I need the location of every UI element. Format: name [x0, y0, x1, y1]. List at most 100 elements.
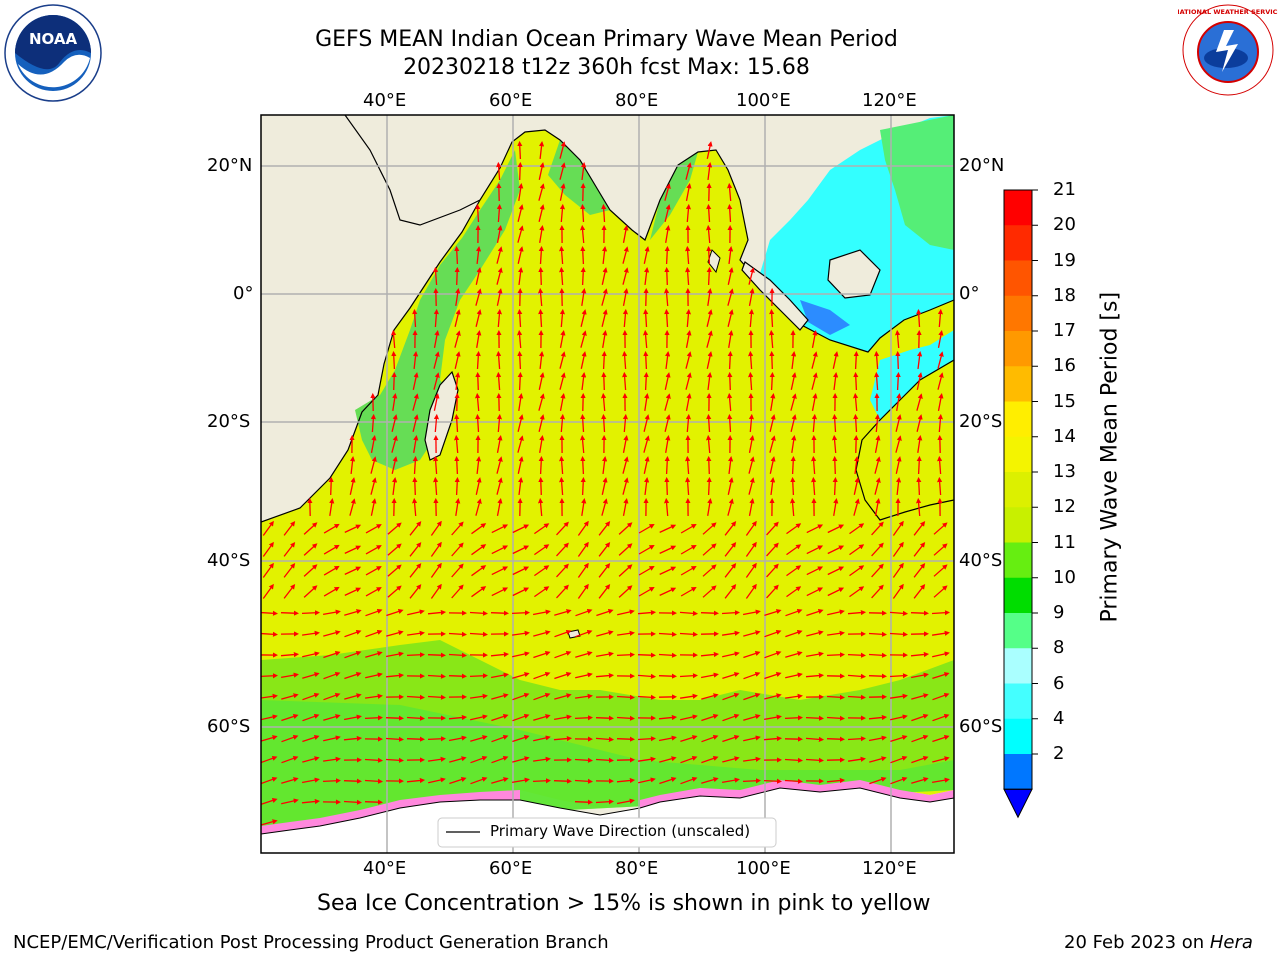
wave-arrow — [412, 351, 419, 369]
wave-arrow — [889, 673, 909, 679]
wave-arrow — [601, 288, 608, 306]
wave-arrow — [344, 609, 362, 616]
wave-arrow — [533, 630, 551, 637]
wave-arrow — [722, 713, 740, 722]
wave-arrow — [786, 523, 802, 535]
wave-arrow — [664, 455, 670, 475]
wave-arrow — [595, 757, 615, 763]
wave-arrow — [769, 435, 776, 453]
wave-arrow — [470, 776, 488, 785]
wave-arrow — [365, 672, 383, 679]
wave-arrow — [742, 609, 761, 616]
wave-arrow — [644, 393, 650, 411]
wave-arrow — [727, 498, 734, 516]
wave-arrow — [512, 756, 530, 763]
wave-arrow — [854, 456, 860, 474]
wave-arrow — [387, 543, 402, 556]
colorbar-tick-label: 13 — [1053, 461, 1076, 482]
wave-arrow — [721, 777, 740, 784]
wave-arrow — [868, 652, 888, 658]
wave-arrow — [262, 583, 274, 599]
wave-arrow — [364, 778, 384, 784]
wave-arrow — [868, 673, 888, 679]
wave-arrow — [559, 351, 566, 369]
wave-arrow — [559, 245, 565, 265]
wave-arrow — [664, 183, 671, 201]
wave-arrow — [849, 565, 865, 577]
wave-arrow — [680, 523, 697, 534]
colorbar-tick-label: 15 — [1053, 390, 1076, 412]
wave-arrow — [910, 672, 929, 679]
wave-arrow — [580, 455, 586, 475]
colorbar-tick-label: 2 — [1053, 743, 1065, 764]
wave-arrow — [847, 652, 867, 658]
wave-arrow — [811, 393, 818, 412]
wave-arrow — [868, 631, 888, 637]
colorbar-segment — [1004, 401, 1032, 438]
wave-arrow — [580, 476, 586, 496]
wave-arrow — [559, 203, 566, 223]
wave-arrow — [785, 608, 803, 617]
wave-arrow — [533, 714, 551, 721]
wave-arrow — [643, 414, 650, 432]
wave-arrow — [743, 671, 761, 680]
wave-arrow — [727, 413, 733, 433]
wave-arrow — [281, 798, 299, 805]
wave-arrow — [827, 545, 845, 555]
wave-arrow — [917, 351, 923, 369]
colorbar-tick-label: 20 — [1053, 214, 1076, 236]
wave-arrow — [806, 587, 824, 597]
wave-arrow — [364, 799, 384, 805]
wave-arrow — [937, 351, 944, 369]
wave-arrow — [412, 308, 418, 328]
wave-arrow — [455, 288, 461, 306]
wave-arrow — [538, 204, 545, 222]
lon-tick-top: 60°E — [489, 90, 533, 111]
wave-arrow — [622, 456, 629, 474]
wave-arrow — [322, 778, 342, 784]
wave-arrow — [722, 651, 740, 658]
wave-arrow — [916, 308, 922, 328]
colorbar-tick-label: 8 — [1053, 637, 1065, 659]
colorbar-segment — [1004, 648, 1032, 684]
wave-arrow — [283, 583, 296, 599]
wave-arrow — [344, 672, 362, 680]
wave-arrow — [517, 308, 523, 328]
wave-arrow — [370, 435, 377, 454]
wave-arrow — [868, 735, 887, 742]
wave-arrow — [433, 476, 439, 496]
wave-arrow — [892, 541, 904, 557]
lat-tick-right: 0° — [959, 283, 980, 304]
wave-arrow — [575, 629, 593, 638]
wave-arrow — [849, 523, 865, 535]
wave-arrow — [556, 542, 569, 557]
colorbar-segment — [1004, 366, 1032, 402]
wave-arrow — [533, 735, 551, 742]
wave-arrow — [280, 672, 299, 679]
wave-arrow — [575, 608, 593, 617]
wave-arrow — [344, 587, 362, 596]
footer-machine: Hera — [1209, 932, 1253, 953]
wave-arrow — [663, 497, 670, 517]
wave-arrow — [643, 456, 650, 474]
wave-arrow — [370, 456, 377, 474]
wave-arrow — [932, 735, 950, 743]
wave-arrow — [664, 393, 671, 411]
wave-arrow — [323, 651, 341, 659]
wave-arrow — [518, 477, 524, 495]
wave-arrow — [601, 477, 608, 495]
wave-arrow — [412, 393, 419, 411]
wave-arrow — [770, 477, 776, 495]
wave-arrow — [785, 693, 803, 699]
wave-arrow — [916, 372, 923, 390]
graticule — [261, 115, 954, 853]
wave-arrow — [874, 477, 881, 495]
wave-arrow — [281, 755, 299, 764]
lon-tick-bottom: 100°E — [736, 858, 791, 879]
wave-arrow — [811, 413, 818, 433]
wave-arrow — [805, 736, 825, 742]
colorbar-tick-label: 16 — [1053, 355, 1076, 377]
lat-tick-right: 60°S — [959, 716, 1003, 737]
wave-arrow — [365, 545, 382, 555]
wave-arrow — [637, 673, 657, 679]
